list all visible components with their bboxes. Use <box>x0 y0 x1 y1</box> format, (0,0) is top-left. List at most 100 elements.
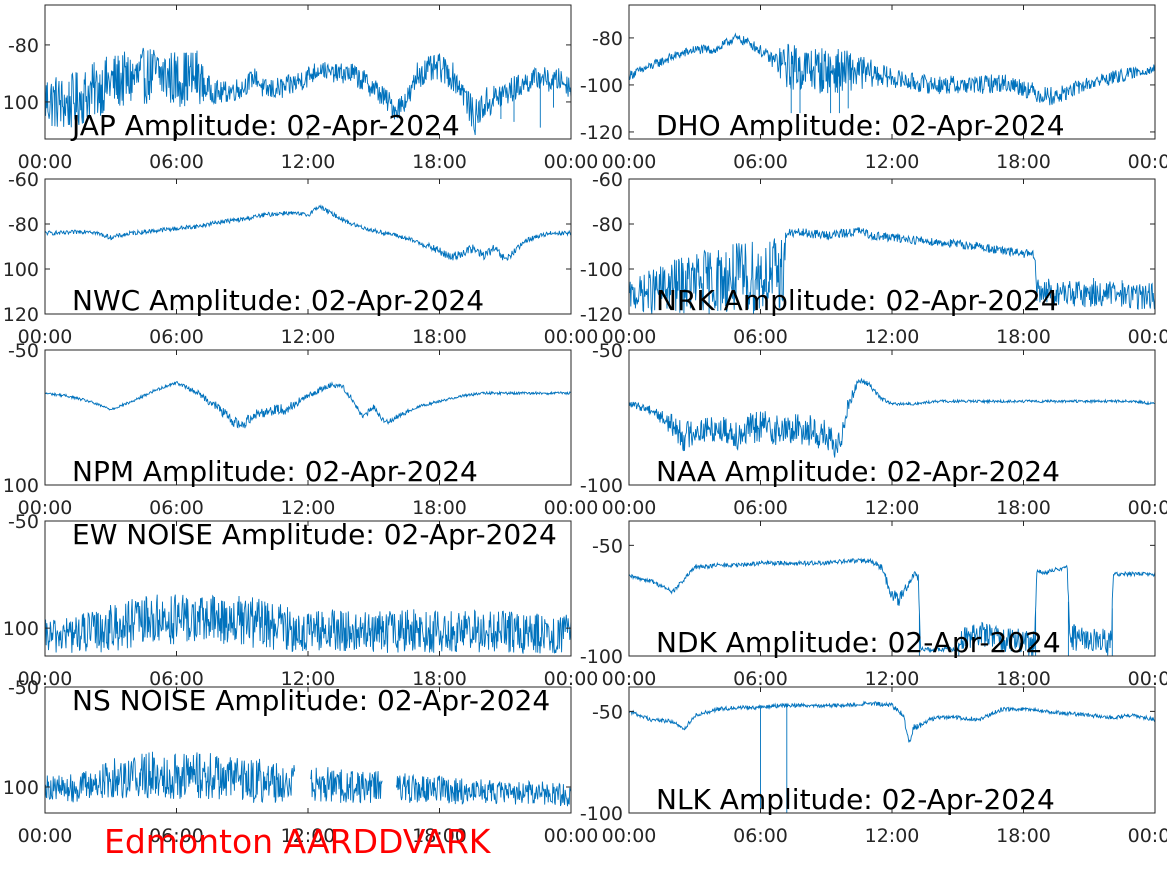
x-tick-label: 00:00 <box>544 668 599 690</box>
series-line <box>45 47 571 136</box>
x-tick-label: 00:00 <box>602 668 657 690</box>
series-line <box>629 700 1155 813</box>
y-tick-label: -50 <box>8 677 39 699</box>
y-tick-label: 120 <box>3 304 39 326</box>
x-tick-label: 06:00 <box>149 668 204 690</box>
x-tick-label: 18:00 <box>996 825 1051 847</box>
x-tick-label: 12:00 <box>865 668 920 690</box>
x-tick-label: 12:00 <box>865 825 920 847</box>
y-tick-label: -80 <box>592 214 623 236</box>
x-tick-label: 00:00 <box>602 151 657 173</box>
x-tick-label: 12:00 <box>281 497 336 519</box>
y-tick-label: -50 <box>592 701 623 723</box>
x-tick-label: 18:00 <box>412 497 467 519</box>
y-tick-label: -50 <box>592 340 623 362</box>
x-tick-label: 00:00 <box>1128 497 1167 519</box>
panel-title: NAA Amplitude: 02-Apr-2024 <box>656 455 1060 488</box>
panel-title: NPM Amplitude: 02-Apr-2024 <box>72 455 478 488</box>
panel-title: DHO Amplitude: 02-Apr-2024 <box>656 109 1065 142</box>
panel-1: 00:00 06:00 12:00 18:00 00:00 -80 -100 -120 DHO … <box>580 4 1167 173</box>
y-tick-label: -60 <box>8 169 39 191</box>
series-line <box>629 557 1155 656</box>
x-tick-label: 00:00 <box>544 151 599 173</box>
x-tick-label: 12:00 <box>281 151 336 173</box>
y-tick-label: -100 <box>580 75 623 97</box>
x-tick-label: 06:00 <box>149 326 204 348</box>
y-tick-label: -50 <box>592 535 623 557</box>
panel-6: 00:00 06:00 12:00 18:00 00:00 -50 100 EW NOISE … <box>3 511 599 690</box>
footer-label: Edmonton AARDDVARK <box>104 822 492 861</box>
x-tick-label: 06:00 <box>733 825 788 847</box>
panel-title: NRK Amplitude: 02-Apr-2024 <box>656 284 1059 317</box>
series-line <box>45 594 571 654</box>
x-tick-label: 00:00 <box>544 497 599 519</box>
y-tick-label: -80 <box>592 28 623 50</box>
panel-title: JAP Amplitude: 02-Apr-2024 <box>70 109 460 142</box>
x-tick-label: 00:00 <box>602 497 657 519</box>
y-tick-label: -60 <box>592 169 623 191</box>
x-tick-label: 06:00 <box>733 151 788 173</box>
x-tick-label: 06:00 <box>733 326 788 348</box>
panel-4: 00:00 06:00 12:00 18:00 00:00 -50 100 NPM Ampli… <box>3 340 599 519</box>
x-tick-label: 00:00 <box>18 497 73 519</box>
x-tick-label: 00:00 <box>602 825 657 847</box>
x-tick-label: 06:00 <box>149 151 204 173</box>
x-tick-label: 18:00 <box>412 825 467 847</box>
y-tick-label: -50 <box>8 511 39 533</box>
series-line <box>629 377 1155 458</box>
x-tick-label: 00:00 <box>18 825 73 847</box>
x-tick-label: 00:00 <box>1128 668 1167 690</box>
y-tick-label: 100 <box>3 475 39 497</box>
series-line <box>629 227 1155 314</box>
y-tick-label: -80 <box>8 214 39 236</box>
y-tick-label: -100 <box>580 475 623 497</box>
x-tick-label: 18:00 <box>412 668 467 690</box>
x-tick-label: 00:00 <box>18 326 73 348</box>
y-tick-label: -100 <box>580 803 623 825</box>
y-tick-label: 100 <box>3 618 39 640</box>
x-tick-label: 06:00 <box>149 497 204 519</box>
x-tick-label: 12:00 <box>865 326 920 348</box>
x-tick-label: 00:00 <box>1128 825 1167 847</box>
x-tick-label: 00:00 <box>1128 151 1167 173</box>
y-tick-label: -120 <box>580 304 623 326</box>
series-line <box>629 32 1155 114</box>
x-tick-label: 18:00 <box>996 668 1051 690</box>
panel-5: 00:00 06:00 12:00 18:00 00:00 -50 -100 NAA Ampl… <box>580 340 1167 519</box>
y-tick-label: -100 <box>580 646 623 668</box>
x-tick-label: 06:00 <box>149 825 204 847</box>
y-tick-label: -100 <box>580 259 623 281</box>
x-tick-label: 18:00 <box>996 151 1051 173</box>
series-line <box>45 204 571 261</box>
x-tick-label: 18:00 <box>412 151 467 173</box>
panel-7: 00:00 06:00 12:00 18:00 00:00 -50 -100 NDK Ampl… <box>580 520 1167 690</box>
y-tick-label: 100 <box>3 92 39 114</box>
x-tick-label: 12:00 <box>865 151 920 173</box>
panel-8: 00:00 06:00 12:00 18:00 00:00 -50 100 NS NOISE … <box>3 677 599 847</box>
y-tick-label: 100 <box>3 777 39 799</box>
x-tick-label: 12:00 <box>281 668 336 690</box>
panel-title: EW NOISE Amplitude: 02-Apr-2024 <box>72 518 557 551</box>
y-tick-label: -50 <box>8 340 39 362</box>
x-tick-label: 00:00 <box>18 668 73 690</box>
panel-title: NWC Amplitude: 02-Apr-2024 <box>72 284 484 317</box>
x-tick-label: 00:00 <box>18 151 73 173</box>
y-tick-label: -120 <box>580 122 623 144</box>
x-tick-label: 18:00 <box>996 497 1051 519</box>
x-tick-label: 18:00 <box>996 326 1051 348</box>
series-line <box>45 380 571 429</box>
panel-title: NLK Amplitude: 02-Apr-2024 <box>656 783 1055 816</box>
y-tick-label: 100 <box>3 259 39 281</box>
x-tick-label: 12:00 <box>281 825 336 847</box>
panel-3: 00:00 06:00 12:00 18:00 00:00 -60 -80 -100 -120 N… <box>580 169 1167 348</box>
x-tick-label: 06:00 <box>733 668 788 690</box>
x-tick-label: 06:00 <box>733 497 788 519</box>
panel-0: 00:00 06:00 12:00 18:00 00:00 -80 100 JAP Ampli… <box>3 4 599 173</box>
x-tick-label: 00:00 <box>602 326 657 348</box>
x-tick-label: 00:00 <box>544 326 599 348</box>
x-tick-label: 00:00 <box>1128 326 1167 348</box>
y-tick-label: -80 <box>8 35 39 57</box>
panel-title: NS NOISE Amplitude: 02-Apr-2024 <box>72 684 550 717</box>
panel-title: NDK Amplitude: 02-Apr-2024 <box>656 626 1061 659</box>
